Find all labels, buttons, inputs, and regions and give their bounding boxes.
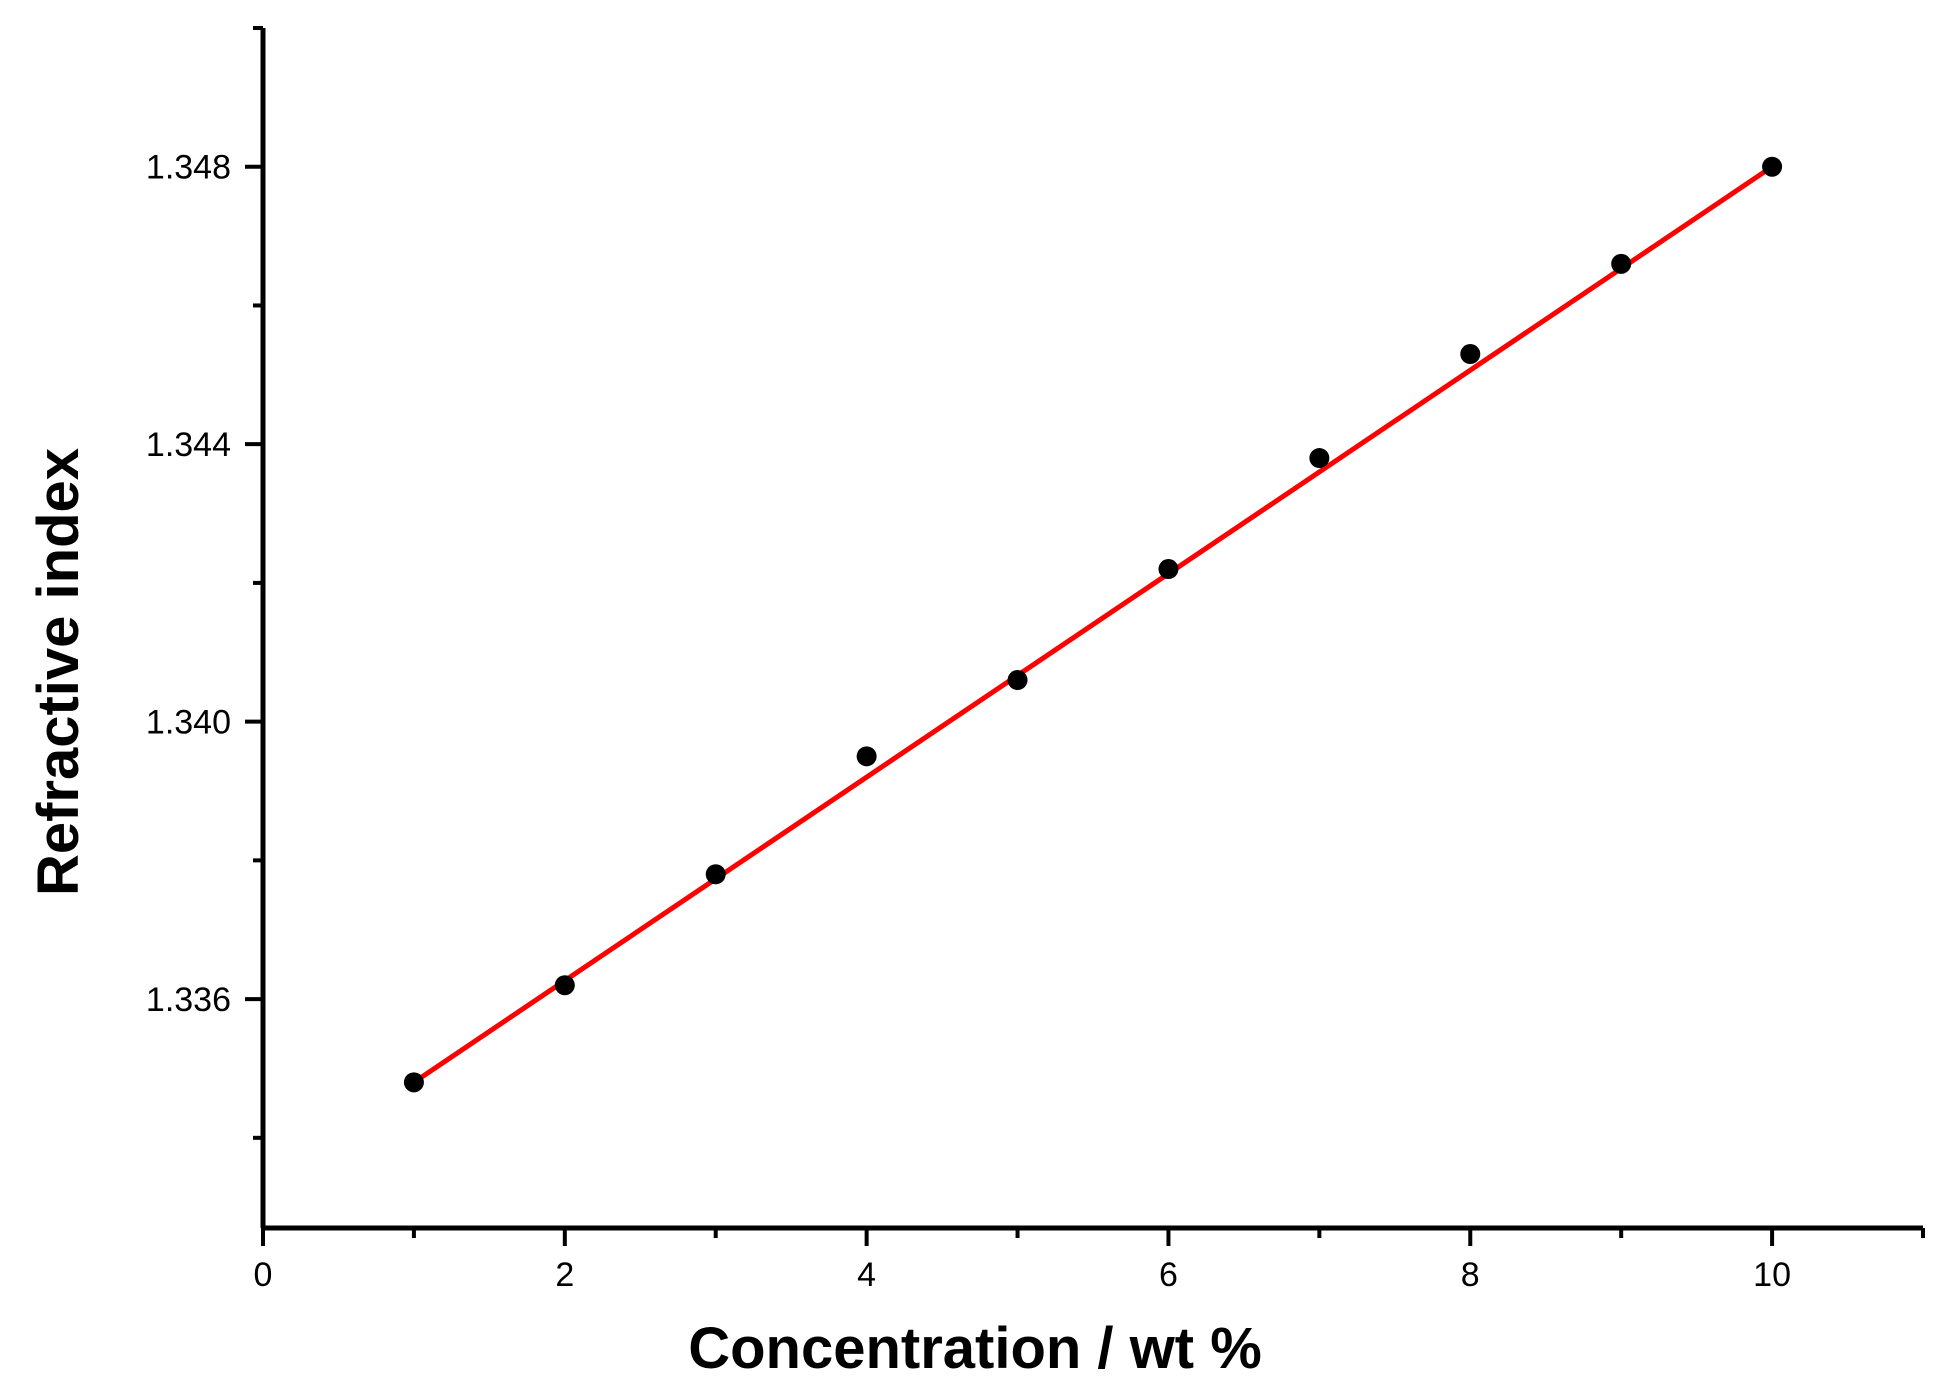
x-tick-label: 8 [1461, 1256, 1480, 1294]
data-point [1309, 448, 1330, 469]
x-tick-label: 6 [1159, 1256, 1178, 1294]
data-point [1460, 344, 1481, 365]
y-axis-title: Refractive index [26, 448, 91, 896]
x-tick-label: 10 [1753, 1256, 1791, 1294]
y-tick-label: 1.340 [146, 704, 231, 742]
tick-labels: 0 2 4 6 8 10 1.336 1.340 1.344 1.348 [146, 149, 1791, 1294]
series [403, 156, 1783, 1093]
data-point [1762, 156, 1783, 177]
data-point [705, 864, 726, 885]
y-tick-label: 1.336 [146, 981, 231, 1019]
data-point [856, 746, 877, 767]
axes [260, 28, 1923, 1231]
fit-line [411, 164, 1775, 1085]
data-point [403, 1072, 424, 1093]
x-tick-label: 2 [555, 1256, 574, 1294]
y-tick-label: 1.348 [146, 149, 231, 187]
ticks [245, 26, 1925, 1246]
x-axis-title: Concentration / wt % [688, 1316, 1262, 1381]
data-point [1158, 559, 1179, 580]
x-tick-label: 0 [254, 1256, 273, 1294]
data-point [554, 975, 575, 996]
y-tick-label: 1.344 [146, 426, 231, 464]
data-point [1007, 670, 1028, 691]
x-tick-label: 4 [857, 1256, 876, 1294]
data-point [1611, 253, 1632, 274]
